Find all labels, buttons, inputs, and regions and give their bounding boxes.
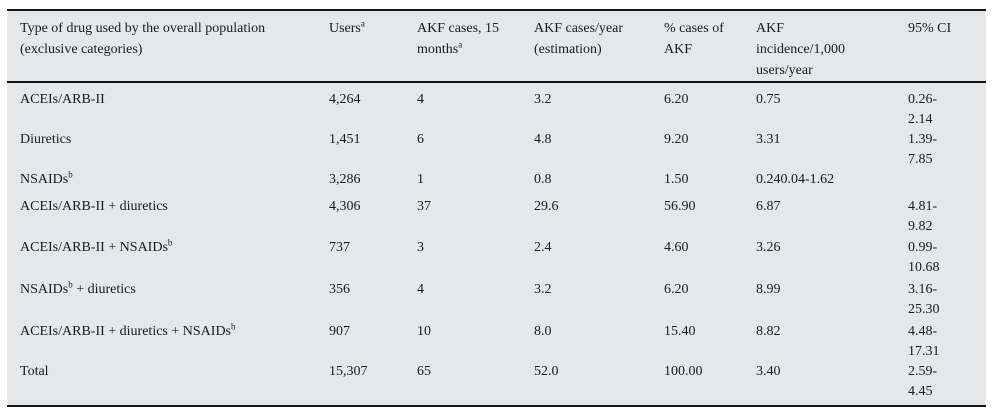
cases-per-year-cell: 8.0: [534, 324, 552, 339]
drug-cell: Total: [7, 362, 329, 405]
pct-cases-cell: 15.40: [664, 324, 696, 339]
drug-cell: ACEIs/ARB-II + diuretics + NSAIDsb: [7, 322, 329, 362]
ci-cell: 4.81- 9.82: [908, 199, 938, 234]
drug-cell: ACEIs/ARB-II + diuretics: [7, 197, 329, 238]
cases-per-year-cell: 3.2: [534, 92, 552, 107]
table-row: ACEIs/ARB-II + diuretics + NSAIDsb 907 1…: [7, 322, 986, 362]
users-cell: 4,306: [329, 199, 361, 214]
col-header-pct-cases: % cases of AKF: [664, 11, 756, 83]
akf-cases-cell: 6: [417, 132, 424, 147]
drug-cell: ACEIs/ARB-II + NSAIDsb: [7, 238, 329, 280]
pct-cases-cell: 4.60: [664, 240, 689, 255]
incidence-cell: 6.87: [756, 199, 781, 214]
table-row: Total 15,307 65 52.0 100.00 3.40 2.59- 4…: [7, 362, 986, 405]
incidence-cell: 8.99: [756, 282, 781, 297]
ci-cell: 0.26- 2.14: [908, 92, 938, 127]
cases-per-year-cell: 3.2: [534, 282, 552, 297]
akf-cases-cell: 4: [417, 92, 424, 107]
akf-cases-cell: 4: [417, 282, 424, 297]
users-cell: 1,451: [329, 132, 361, 147]
ci-cell: [908, 170, 986, 197]
table-row: NSAIDsb + diuretics 356 4 3.2 6.20 8.99 …: [7, 280, 986, 322]
incidence-cell: 3.31: [756, 132, 781, 147]
incidence-cell: 0.240.04-1.62: [756, 172, 835, 187]
table-row: NSAIDsb 3,286 1 0.8 1.50 0.240.04-1.62: [7, 170, 986, 197]
users-cell: 356: [329, 282, 350, 297]
akf-cases-cell: 65: [417, 364, 431, 379]
col-header-incidence: AKF incidence/1,000 users/year: [756, 11, 908, 83]
users-cell: 3,286: [329, 172, 361, 187]
table-row: ACEIs/ARB-II 4,264 4 3.2 6.20 0.75 0.26-…: [7, 82, 986, 130]
cases-per-year-cell: 4.8: [534, 132, 552, 147]
footnote-marker: b: [68, 170, 73, 180]
incidence-cell: 3.40: [756, 364, 781, 379]
drug-name: Total: [20, 364, 49, 379]
drug-name: Diuretics: [20, 132, 72, 147]
drug-name: ACEIs/ARB-II: [20, 92, 105, 107]
drug-name: ACEIs/ARB-II + NSAIDs: [20, 240, 168, 255]
cases-per-year-cell: 29.6: [534, 199, 559, 214]
cases-per-year-cell: 52.0: [534, 364, 559, 379]
pct-cases-cell: 100.00: [664, 364, 703, 379]
header-row: Type of drug used by the overall populat…: [7, 11, 986, 83]
drug-name: ACEIs/ARB-II + diuretics: [20, 199, 168, 214]
pct-cases-cell: 6.20: [664, 282, 689, 297]
table-row: ACEIs/ARB-II + NSAIDsb 737 3 2.4 4.60 3.…: [7, 238, 986, 280]
drug-name-suffix: + diuretics: [72, 282, 136, 297]
footnote-marker-a: a: [458, 39, 463, 50]
footnote-marker: b: [68, 280, 73, 290]
col-header-drug-type-label: Type of drug used by the overall populat…: [20, 21, 266, 57]
col-header-cases-per-year-label: AKF cases/year (estimation): [534, 21, 624, 57]
col-header-users: Usersa: [329, 11, 417, 83]
cases-per-year-cell: 0.8: [534, 172, 552, 187]
akf-cases-cell: 10: [417, 324, 431, 339]
col-header-ci: 95% CI: [908, 11, 986, 83]
footnote-marker: b: [231, 322, 236, 332]
ci-cell: 4.48- 17.31: [908, 324, 940, 359]
drug-cell: ACEIs/ARB-II: [7, 82, 329, 130]
drug-name: NSAIDs: [20, 282, 69, 297]
col-header-akf-cases-label: AKF cases, 15 months: [417, 21, 500, 57]
col-header-users-label: Users: [329, 21, 361, 36]
pct-cases-cell: 9.20: [664, 132, 689, 147]
akf-cases-cell: 37: [417, 199, 431, 214]
users-cell: 15,307: [329, 364, 368, 379]
incidence-cell: 3.26: [756, 240, 781, 255]
col-header-incidence-label: AKF incidence/1,000 users/year: [756, 21, 846, 78]
users-cell: 737: [329, 240, 350, 255]
drug-name: NSAIDs: [20, 172, 69, 187]
incidence-cell: 0.75: [756, 92, 781, 107]
ci-cell: 1.39- 7.85: [908, 132, 938, 167]
ci-cell: 2.59- 4.45: [908, 364, 938, 399]
incidence-cell: 8.82: [756, 324, 781, 339]
drug-cell: NSAIDsb + diuretics: [7, 280, 329, 322]
cases-per-year-cell: 2.4: [534, 240, 552, 255]
drug-cell: Diuretics: [7, 130, 329, 170]
pct-cases-cell: 56.90: [664, 199, 696, 214]
footnote-marker-a: a: [360, 18, 365, 29]
footnote-marker: b: [167, 238, 173, 248]
col-header-ci-label: 95% CI: [908, 21, 952, 36]
col-header-drug-type: Type of drug used by the overall populat…: [7, 11, 329, 83]
pct-cases-cell: 6.20: [664, 92, 689, 107]
table-row: Diuretics 1,451 6 4.8 9.20 3.31 1.39- 7.…: [7, 130, 986, 170]
drug-akf-incidence-table-panel: Type of drug used by the overall populat…: [7, 9, 986, 407]
akf-cases-cell: 1: [417, 172, 424, 187]
col-header-cases-per-year: AKF cases/year (estimation): [534, 11, 664, 83]
ci-cell: 0.99- 10.68: [908, 240, 940, 275]
drug-akf-incidence-table: Type of drug used by the overall populat…: [7, 11, 986, 405]
ci-cell: 3.16- 25.30: [908, 282, 940, 317]
users-cell: 907: [329, 324, 350, 339]
akf-cases-cell: 3: [417, 240, 424, 255]
col-header-pct-cases-label: % cases of AKF: [664, 21, 724, 57]
table-row: ACEIs/ARB-II + diuretics 4,306 37 29.6 5…: [7, 197, 986, 238]
users-cell: 4,264: [329, 92, 361, 107]
col-header-akf-cases: AKF cases, 15 monthsa: [417, 11, 534, 83]
drug-name: ACEIs/ARB-II + diuretics + NSAIDs: [20, 324, 231, 339]
pct-cases-cell: 1.50: [664, 172, 689, 187]
drug-cell: NSAIDsb: [7, 170, 329, 197]
